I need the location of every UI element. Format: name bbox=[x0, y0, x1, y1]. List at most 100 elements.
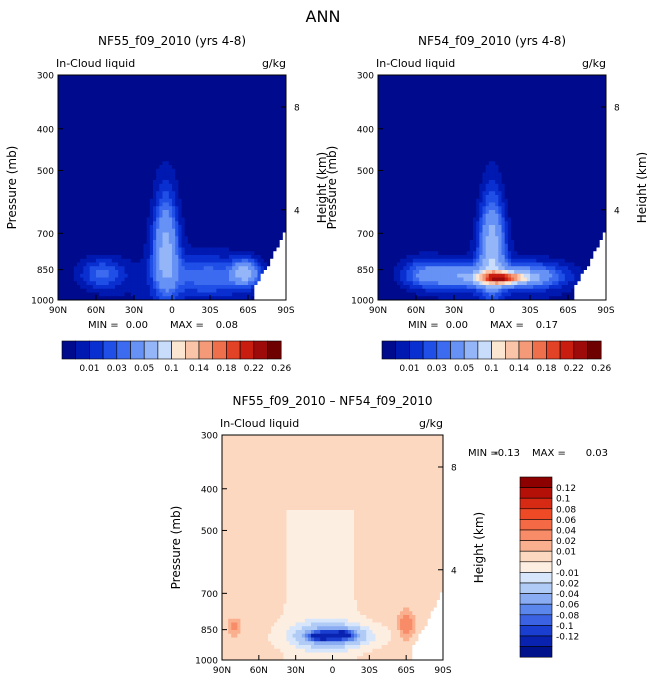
contour-cell bbox=[568, 97, 572, 102]
contour-cell bbox=[244, 273, 249, 278]
contour-cell bbox=[568, 78, 572, 83]
contour-cell bbox=[172, 176, 176, 181]
contour-cell bbox=[178, 270, 182, 275]
contour-cell bbox=[390, 82, 395, 87]
contour-cell bbox=[156, 112, 160, 117]
contour-cell bbox=[270, 176, 274, 181]
topography-mask-cell bbox=[267, 296, 271, 301]
contour-cell bbox=[200, 273, 205, 278]
contour-cell bbox=[273, 93, 277, 98]
contour-cell bbox=[162, 255, 167, 260]
contour-cell bbox=[574, 78, 578, 83]
contour-cell bbox=[197, 210, 201, 215]
contour-cell bbox=[555, 75, 559, 80]
x-tick-label: 30N bbox=[125, 306, 143, 316]
contour-cell bbox=[111, 225, 116, 230]
contour-cell bbox=[248, 135, 252, 140]
contour-cell bbox=[419, 93, 423, 98]
contour-cell bbox=[229, 210, 233, 215]
contour-cell bbox=[393, 82, 398, 87]
contour-cell bbox=[406, 86, 411, 91]
contour-cell bbox=[241, 135, 246, 140]
contour-cell bbox=[257, 183, 262, 188]
contour-cell bbox=[257, 123, 262, 128]
contour-cell bbox=[124, 123, 129, 128]
contour-cell bbox=[213, 198, 217, 203]
contour-cell bbox=[270, 112, 274, 117]
contour-cell bbox=[187, 112, 192, 117]
contour-cell bbox=[99, 112, 103, 117]
contour-cell bbox=[200, 150, 205, 155]
contour-cell bbox=[118, 112, 122, 117]
contour-cell bbox=[134, 90, 138, 95]
contour-cell bbox=[244, 75, 249, 80]
contour-cell bbox=[564, 97, 569, 102]
contour-cell bbox=[260, 266, 265, 271]
contour-cell bbox=[229, 82, 233, 87]
contour-cell bbox=[222, 105, 227, 110]
contour-cell bbox=[92, 183, 97, 188]
contour-cell bbox=[419, 105, 423, 110]
contour-cell bbox=[83, 86, 87, 91]
contour-cell bbox=[58, 135, 62, 140]
contour-cell bbox=[175, 157, 179, 162]
contour-cell bbox=[270, 131, 274, 136]
topography-mask-cell bbox=[254, 285, 258, 290]
contour-cell bbox=[61, 217, 65, 222]
contour-cell bbox=[545, 86, 550, 91]
contour-cell bbox=[58, 210, 62, 215]
contour-cell bbox=[105, 150, 110, 155]
contour-cell bbox=[257, 146, 262, 151]
contour-cell bbox=[111, 123, 116, 128]
contour-cell bbox=[89, 277, 94, 282]
contour-cell bbox=[248, 198, 252, 203]
contour-cell bbox=[219, 292, 224, 297]
contour-cell bbox=[159, 258, 163, 263]
contour-cell bbox=[181, 195, 186, 200]
contour-cell bbox=[197, 217, 201, 222]
x-tick-label: 90N bbox=[49, 306, 67, 316]
contour-cell bbox=[203, 210, 208, 215]
contour-cell bbox=[257, 127, 262, 132]
contour-cell bbox=[225, 161, 230, 166]
contour-cell bbox=[438, 101, 442, 106]
contour-cell bbox=[118, 288, 122, 293]
contour-cell bbox=[130, 270, 135, 275]
contour-cell bbox=[194, 281, 198, 286]
contour-cell bbox=[184, 221, 189, 226]
contour-cell bbox=[108, 225, 113, 230]
contour-cell bbox=[134, 138, 138, 143]
contour-cell bbox=[115, 228, 119, 233]
contour-cell bbox=[127, 266, 132, 271]
contour-cell bbox=[222, 75, 227, 80]
contour-cell bbox=[260, 97, 265, 102]
contour-cell bbox=[235, 97, 239, 102]
contour-cell bbox=[219, 198, 224, 203]
contour-cell bbox=[397, 90, 401, 95]
contour-cell bbox=[251, 157, 255, 162]
contour-cell bbox=[70, 285, 75, 290]
contour-cell bbox=[137, 191, 141, 196]
contour-cell bbox=[140, 108, 144, 113]
contour-cell bbox=[83, 180, 87, 185]
contour-cell bbox=[406, 105, 411, 110]
contour-cell bbox=[232, 255, 236, 260]
contour-cell bbox=[121, 150, 125, 155]
contour-cell bbox=[115, 183, 119, 188]
contour-cell bbox=[438, 105, 442, 110]
contour-cell bbox=[86, 213, 91, 218]
contour-cell bbox=[263, 161, 268, 166]
contour-cell bbox=[162, 97, 167, 102]
contour-cell bbox=[121, 258, 125, 263]
contour-cell bbox=[251, 127, 255, 132]
topography-mask-cell bbox=[270, 262, 274, 267]
contour-cell bbox=[127, 97, 132, 102]
contour-cell bbox=[89, 86, 94, 91]
contour-cell bbox=[178, 146, 182, 151]
contour-cell bbox=[187, 78, 192, 83]
contour-cell bbox=[194, 198, 198, 203]
contour-cell bbox=[251, 105, 255, 110]
contour-cell bbox=[168, 86, 173, 91]
min-label: MIN = bbox=[88, 320, 119, 331]
contour-cell bbox=[191, 210, 195, 215]
